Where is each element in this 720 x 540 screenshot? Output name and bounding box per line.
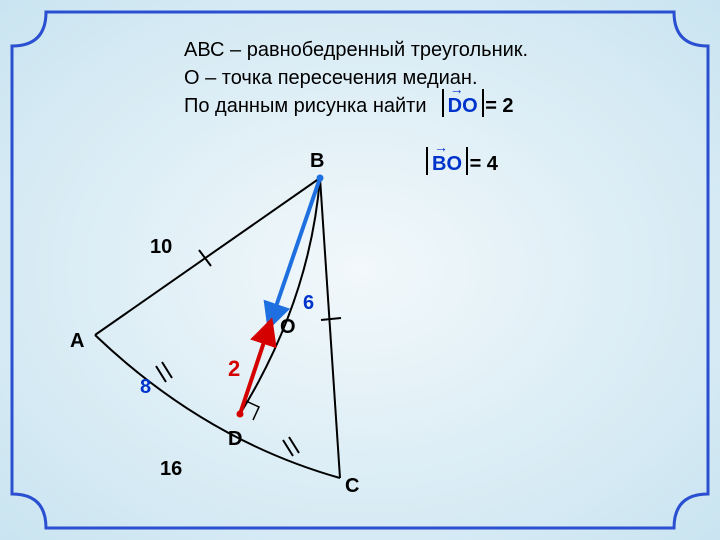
eq-do: = 2 (485, 95, 513, 117)
label-16: 16 (160, 458, 182, 481)
label-c: С (345, 475, 359, 498)
abs-do: → DО (446, 92, 480, 120)
label-2: 2 (228, 356, 240, 382)
problem-line3: По данным рисунка найти → DО = 2 (184, 92, 514, 120)
problem-line1: АВС – равнобедренный треугольник. (184, 36, 528, 64)
problem-line2: О – точка пересечения медиан. (184, 64, 478, 92)
text-layer: АВС – равнобедренный треугольник. О – то… (0, 0, 720, 540)
label-8: 8 (140, 376, 151, 399)
label-d: D (228, 428, 242, 451)
label-o: О (280, 316, 296, 339)
abs-bo: → BО (430, 150, 464, 178)
label-a: А (70, 330, 84, 353)
eq-bo: = 4 (470, 153, 498, 175)
problem-line3-prefix: По данным рисунка найти (184, 95, 427, 117)
bo-expression: → BО = 4 (430, 150, 498, 178)
label-6: 6 (303, 292, 314, 315)
label-10: 10 (150, 236, 172, 259)
stage: АВС – равнобедренный треугольник. О – то… (0, 0, 720, 540)
label-b: В (310, 150, 324, 173)
